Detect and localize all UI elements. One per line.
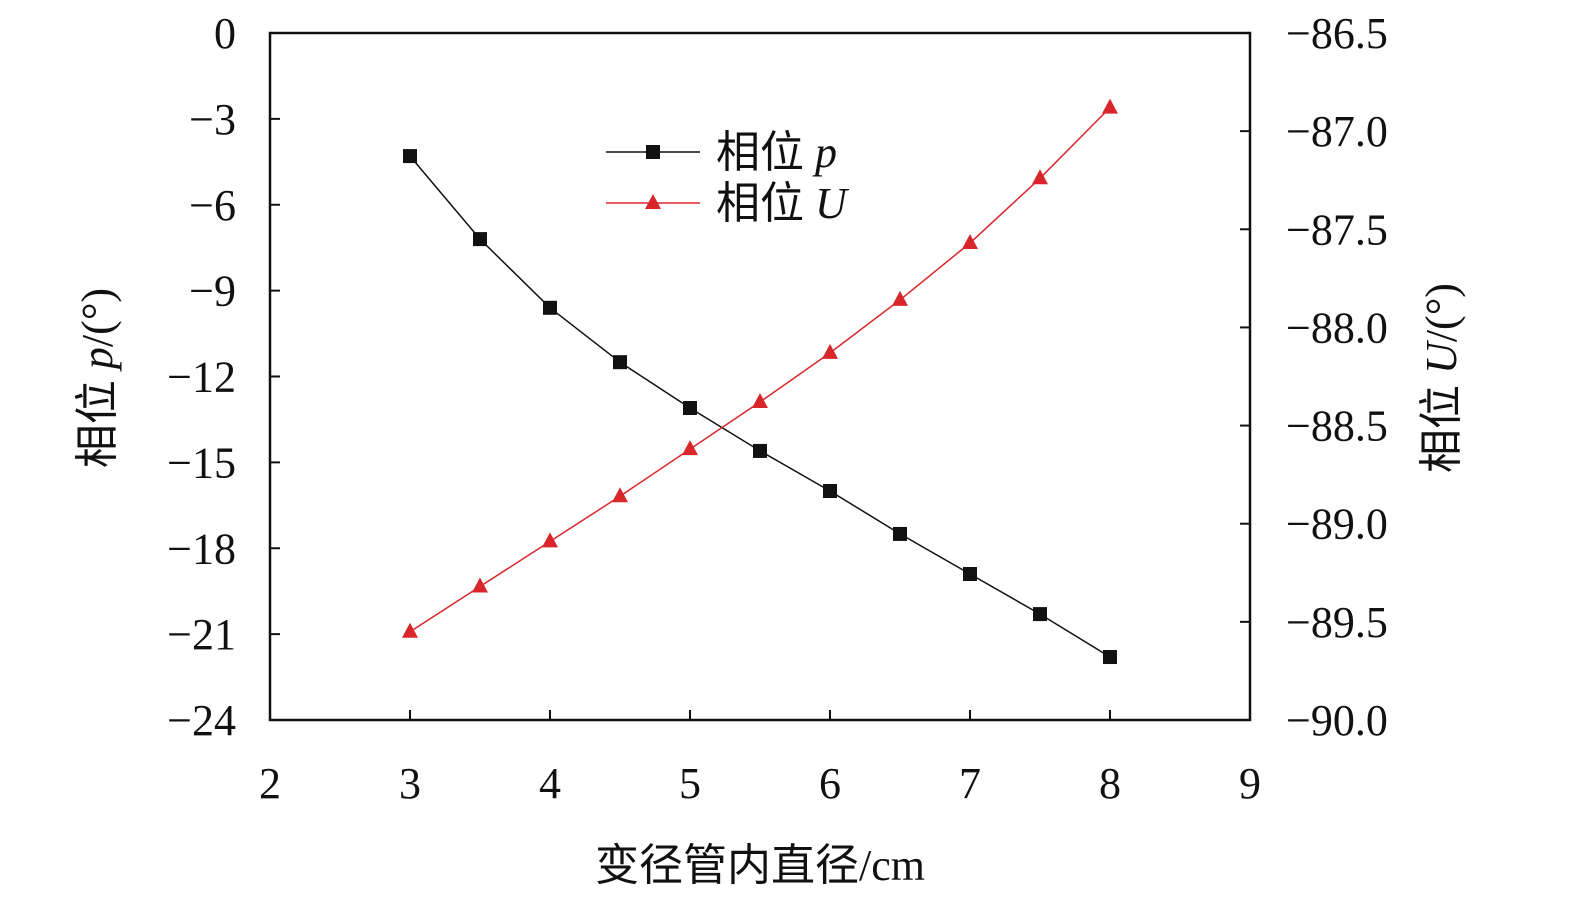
data-point-p [753, 443, 767, 458]
data-point-p [403, 149, 417, 164]
left-y-tick-label: −12 [167, 353, 236, 402]
left-y-tick-label: −21 [167, 610, 236, 659]
left-y-tick-label: −18 [167, 524, 236, 573]
data-point-p [823, 484, 837, 498]
left-y-tick-label: −9 [189, 267, 236, 316]
x-axis-label: 变径管内直径/cm [595, 841, 925, 890]
right-y-axis-label: 相位 U/(°) [1417, 283, 1466, 473]
data-point-p [963, 567, 977, 582]
data-point-u [542, 532, 558, 548]
data-point-p [683, 400, 697, 415]
left-y-tick-label: −6 [189, 181, 236, 230]
left-y-axis-label-var: p [73, 347, 122, 372]
right-y-axis-label-suffix: /(°) [1417, 283, 1466, 342]
data-point-u [612, 487, 628, 503]
data-point-u [1032, 169, 1048, 185]
data-point-u [472, 577, 488, 593]
data-point-u [962, 234, 978, 249]
left-y-tick-label: −24 [167, 696, 236, 745]
x-tick-label: 8 [1099, 759, 1121, 808]
left-y-axis-label: 相位 p/(°) [73, 288, 122, 468]
legend-label-u-prefix: 相位 [716, 179, 815, 228]
x-tick-label: 6 [819, 759, 841, 808]
x-tick-label: 4 [539, 759, 561, 808]
right-y-tick-label: −89.0 [1286, 500, 1388, 549]
data-point-u [892, 290, 908, 306]
legend-label-p-var: p [812, 128, 837, 177]
data-point-u [682, 440, 698, 456]
x-tick-label: 9 [1239, 759, 1261, 808]
left-y-axis-label-prefix: 相位 [73, 369, 122, 468]
legend-marker-u [645, 194, 661, 209]
right-y-tick-label: −90.0 [1286, 696, 1388, 745]
legend-label-u: 相位 U [716, 179, 850, 228]
right-y-axis-label-prefix: 相位 [1417, 374, 1466, 473]
data-point-u [402, 622, 418, 638]
left-y-tick-label: 0 [214, 9, 236, 58]
series-layer [402, 98, 1118, 665]
data-point-u [752, 393, 768, 408]
data-point-p [543, 300, 557, 315]
left-y-axis-ticks: 0 −3 −6 −9 −12 −15 −18 −21 −24 [167, 9, 280, 745]
left-y-axis-label-suffix: /(°) [73, 288, 122, 347]
legend-label-p-prefix: 相位 [716, 128, 815, 177]
x-tick-label: 3 [399, 759, 421, 808]
legend: 相位 p 相位 U [606, 128, 850, 228]
data-point-u [822, 343, 838, 359]
data-point-p [1103, 650, 1117, 665]
legend-marker-p [646, 145, 660, 159]
data-point-p [473, 232, 487, 247]
x-tick-label: 7 [959, 759, 981, 808]
data-point-u [1102, 98, 1118, 114]
x-tick-label: 2 [259, 759, 281, 808]
legend-label-p: 相位 p [716, 128, 837, 177]
left-y-tick-label: −15 [167, 438, 236, 487]
x-axis-ticks: 2 3 4 5 6 7 8 9 [259, 710, 1261, 808]
data-point-p [1033, 607, 1047, 622]
data-point-p [613, 355, 627, 370]
right-y-tick-label: −87.0 [1286, 107, 1388, 156]
legend-label-u-var: U [815, 179, 850, 228]
right-y-tick-label: −89.5 [1286, 598, 1388, 647]
right-y-axis-ticks: −86.5 −87.0 −87.5 −88.0 −88.5 −89.0 −89.5 −90.0 [1240, 9, 1388, 745]
right-y-tick-label: −88.5 [1286, 402, 1388, 451]
right-y-tick-label: −88.0 [1286, 303, 1388, 352]
right-y-tick-label: −87.5 [1286, 205, 1388, 254]
right-y-axis-label-var: U [1417, 339, 1466, 374]
left-y-tick-label: −3 [189, 95, 236, 144]
x-tick-label: 5 [679, 759, 701, 808]
data-point-p [893, 526, 907, 541]
right-y-tick-label: −86.5 [1286, 9, 1388, 58]
